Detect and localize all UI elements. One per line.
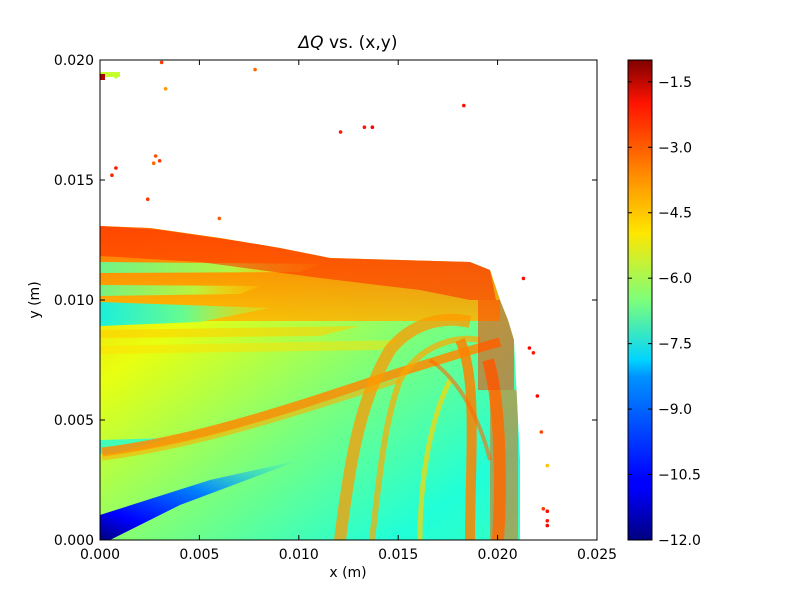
y-axis: 0.000 0.005 0.010 0.015 0.020 bbox=[54, 53, 597, 549]
scatter-point bbox=[151, 161, 156, 165]
scatter-point bbox=[362, 125, 367, 129]
scatter-point bbox=[545, 463, 550, 468]
title-suffix: vs. (x,y) bbox=[324, 33, 398, 53]
plot-area bbox=[100, 60, 597, 540]
scatter-point bbox=[545, 509, 550, 513]
top-left-cluster bbox=[100, 72, 120, 77]
top-left-dark-points bbox=[100, 74, 105, 80]
x-tick-label: 0.005 bbox=[179, 547, 219, 563]
colorbar-tick-label: −4.5 bbox=[658, 206, 692, 222]
y-tick-label: 0.020 bbox=[54, 53, 94, 69]
scatter-point bbox=[163, 87, 168, 91]
x-tick-label: 0.015 bbox=[378, 547, 418, 563]
x-tick-label: 0.000 bbox=[80, 547, 120, 563]
scatter-point bbox=[153, 154, 158, 158]
colorbar-tick-label: −6.0 bbox=[658, 271, 692, 287]
colorbar-tick-label: −7.5 bbox=[658, 337, 692, 353]
scatter-point bbox=[338, 130, 343, 134]
scatter-point bbox=[545, 519, 550, 523]
y-tick-label: 0.010 bbox=[54, 293, 94, 309]
x-tick-label: 0.010 bbox=[279, 547, 319, 563]
x-axis-label: x (m) bbox=[329, 565, 366, 581]
scatter-point bbox=[159, 60, 164, 65]
colorbar-tick-label: −10.5 bbox=[658, 468, 701, 484]
y-tick-label: 0.000 bbox=[54, 533, 94, 549]
scatter-point bbox=[527, 346, 532, 350]
delta-q-field bbox=[100, 226, 520, 540]
scatter-point bbox=[145, 197, 150, 201]
scatter-point bbox=[462, 103, 466, 108]
colorbar-ticks: −1.5 −3.0 −4.5 −6.0 −7.5 −9.0 −10.5 −12.0 bbox=[628, 75, 701, 549]
scatter-point bbox=[541, 507, 546, 511]
scatter-point bbox=[370, 125, 375, 129]
scatter-point bbox=[114, 166, 118, 170]
x-tick-label: 0.020 bbox=[478, 547, 518, 563]
y-tick-label: 0.015 bbox=[54, 173, 94, 189]
colorbar-tick-label: −3.0 bbox=[658, 140, 692, 156]
y-axis-label: y (m) bbox=[27, 281, 43, 318]
scatter-point bbox=[539, 430, 544, 434]
scatter-point bbox=[253, 67, 257, 72]
scatter-point bbox=[110, 173, 114, 177]
scatter-point bbox=[531, 351, 536, 355]
scatter-point bbox=[521, 276, 526, 281]
scatter-point bbox=[157, 159, 162, 163]
title-delta-q: ΔQ bbox=[297, 33, 324, 53]
colorbar-tick-label: −12.0 bbox=[658, 533, 701, 549]
scatter-point bbox=[535, 394, 540, 398]
colorbar-tick-label: −9.0 bbox=[658, 402, 692, 418]
colorbar-tick-label: −1.5 bbox=[658, 75, 692, 91]
colorbar: −1.5 −3.0 −4.5 −6.0 −7.5 −9.0 −10.5 −12.0 bbox=[627, 59, 701, 549]
colorbar-frame bbox=[627, 59, 653, 541]
chart-title: ΔQ vs. (x,y) bbox=[297, 33, 398, 53]
x-tick-label: 0.025 bbox=[577, 547, 617, 563]
y-tick-label: 0.005 bbox=[54, 413, 94, 429]
x-axis: 0.000 0.005 0.010 0.015 0.020 0.025 bbox=[80, 60, 617, 563]
scatter-point bbox=[217, 216, 222, 221]
svg-text:ΔQ vs. (x,y): ΔQ vs. (x,y) bbox=[297, 33, 398, 53]
colorbar-gradient bbox=[628, 60, 652, 540]
scatter-point bbox=[545, 523, 550, 528]
